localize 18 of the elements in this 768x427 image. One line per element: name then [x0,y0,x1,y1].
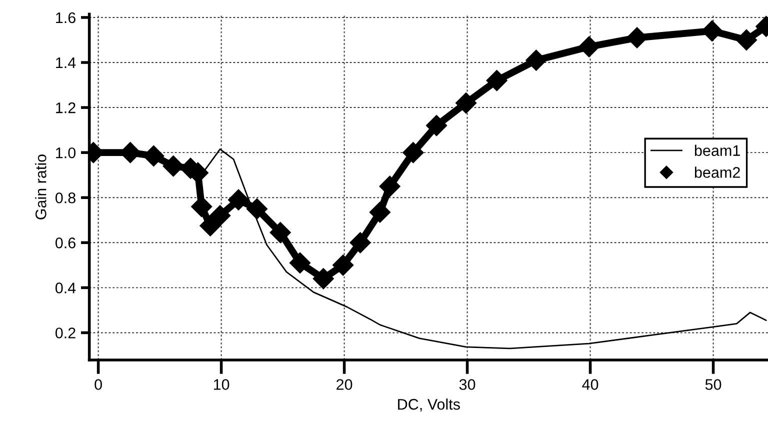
y-tick-label: 0.8 [55,192,76,204]
y-tick-label: 0.4 [55,282,76,294]
legend-label: beam2 [694,166,740,178]
y-tick-label: 0.6 [55,238,76,248]
x-tick-label: 50 [705,379,722,390]
x-tick-label: 10 [214,379,230,390]
y-axis-title: Gain ratio [35,154,46,220]
x-tick-label: 0 [94,379,102,390]
x-tick-label: 40 [582,379,598,390]
y-tick-label: 1.2 [56,102,76,114]
y-tick-label: 0.2 [55,328,76,338]
legend-label: beam1 [694,144,740,156]
x-tick-label: 30 [459,379,476,390]
x-axis-title: DC, Volts [398,398,460,412]
y-tick-label: 1.4 [56,58,76,68]
x-tick-label: 20 [336,379,352,390]
y-tick-label: 1.0 [56,147,76,158]
y-tick-label: 1.6 [56,12,76,24]
